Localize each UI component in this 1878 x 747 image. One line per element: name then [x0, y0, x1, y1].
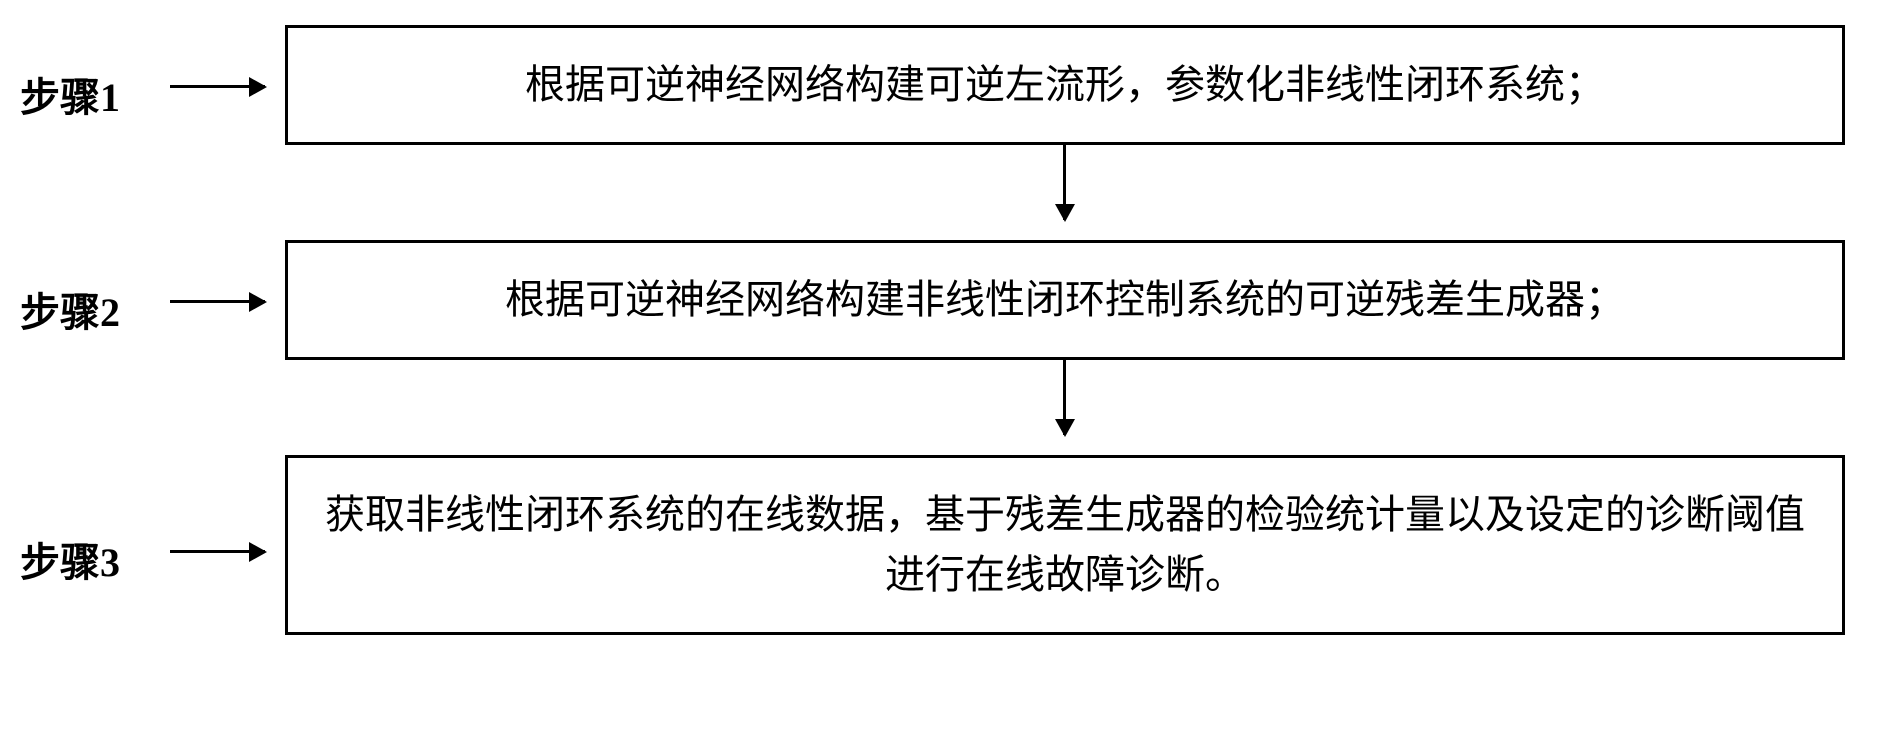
step-1-h-arrow — [170, 85, 265, 88]
step-label-text: 步骤2 — [20, 290, 120, 335]
step-3-box: 获取非线性闭环系统的在线数据，基于残差生成器的检验统计量以及设定的诊断阈值进行在… — [285, 455, 1845, 635]
step-2-h-arrow — [170, 300, 265, 303]
step-label-text: 步骤3 — [20, 540, 120, 585]
step-1-box: 根据可逆神经网络构建可逆左流形，参数化非线性闭环系统； — [285, 25, 1845, 145]
step-3-h-arrow — [170, 550, 265, 553]
step-2-box: 根据可逆神经网络构建非线性闭环控制系统的可逆残差生成器； — [285, 240, 1845, 360]
step-3-box-text: 获取非线性闭环系统的在线数据，基于残差生成器的检验统计量以及设定的诊断阈值进行在… — [318, 485, 1812, 605]
step-label-text: 步骤1 — [20, 75, 120, 120]
step-1-v-arrow — [1063, 145, 1066, 220]
step-3-label: 步骤3 — [20, 530, 120, 588]
step-2-label: 步骤2 — [20, 280, 120, 338]
step-2-v-arrow — [1063, 360, 1066, 435]
step-1-label: 步骤1 — [20, 65, 120, 123]
flowchart-container: 步骤1 根据可逆神经网络构建可逆左流形，参数化非线性闭环系统； 步骤2 根据可逆… — [0, 0, 1878, 747]
step-1-box-text: 根据可逆神经网络构建可逆左流形，参数化非线性闭环系统； — [525, 55, 1605, 115]
step-2-box-text: 根据可逆神经网络构建非线性闭环控制系统的可逆残差生成器； — [505, 270, 1625, 330]
